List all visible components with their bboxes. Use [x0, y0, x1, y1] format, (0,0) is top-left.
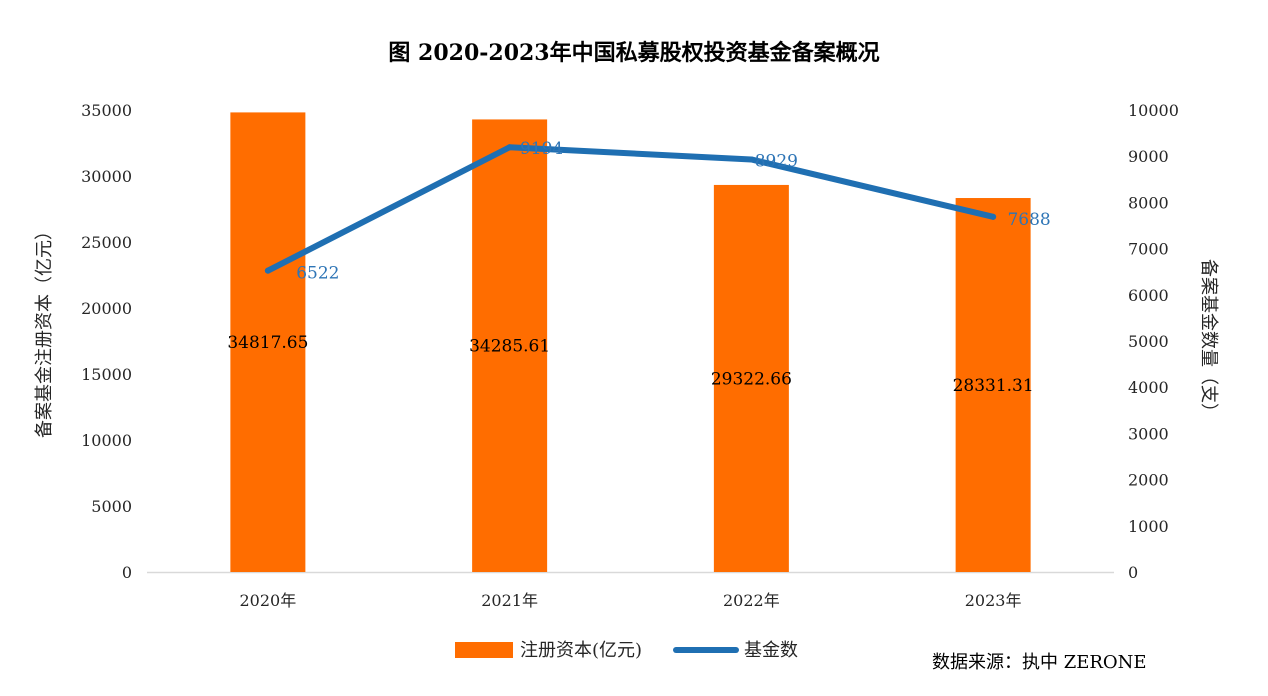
- y-right-tick-label: 2000: [1128, 471, 1169, 490]
- bar: [230, 112, 306, 573]
- bar-data-label: 29322.66: [711, 369, 792, 389]
- line-data-label: 6522: [296, 264, 339, 284]
- y-left-tick-label: 15000: [81, 365, 132, 384]
- legend-swatch-bar: [455, 642, 513, 658]
- y-left-tick-label: 25000: [81, 233, 132, 252]
- line-point: [748, 156, 755, 163]
- y-right-tick-label: 7000: [1128, 240, 1169, 259]
- bar: [472, 119, 548, 573]
- bar-data-label: 34285.61: [469, 337, 550, 357]
- legend-label-bar: 注册资本(亿元): [520, 640, 642, 661]
- x-tick-label: 2023年: [965, 591, 1022, 610]
- x-tick-label: 2021年: [481, 591, 538, 610]
- y-right-tick-label: 0: [1128, 563, 1138, 582]
- x-tick-label: 2022年: [723, 591, 780, 610]
- bar: [955, 198, 1031, 572]
- y-right-tick-label: 1000: [1128, 517, 1169, 536]
- y-right-tick-label: 6000: [1128, 286, 1169, 305]
- x-tick-label: 2020年: [240, 591, 297, 610]
- bar-data-label: 28331.31: [953, 376, 1034, 396]
- y-right-tick-label: 5000: [1128, 332, 1169, 351]
- legend-label-line: 基金数: [744, 640, 798, 661]
- line-point: [990, 213, 997, 220]
- y-left-tick-label: 20000: [81, 299, 132, 318]
- y-left-tick-label: 10000: [81, 431, 132, 450]
- bar-data-label: 34817.65: [227, 333, 308, 353]
- y-left-tick-label: 30000: [81, 167, 132, 186]
- chart-title: 图 2020-2023年中国私募股权投资基金备案概况: [388, 40, 879, 66]
- line-point: [264, 267, 271, 274]
- source-note: 数据来源：执中 ZERONE: [932, 652, 1147, 673]
- y-right-tick-label: 9000: [1128, 147, 1169, 166]
- line-data-label: 8929: [755, 151, 798, 171]
- y-left-tick-label: 5000: [91, 497, 132, 516]
- line-point: [506, 144, 513, 151]
- y-axis-right-title: 备案基金数量（支）: [1198, 259, 1219, 421]
- y-right-tick-label: 10000: [1128, 101, 1179, 120]
- line-series: [264, 144, 997, 274]
- line-data-label: 9194: [520, 139, 563, 159]
- bar: [713, 184, 789, 572]
- y-axis-left-title: 备案基金注册资本（亿元）: [34, 222, 55, 438]
- y-left-tick-label: 35000: [81, 101, 132, 120]
- line-data-label: 7688: [1007, 210, 1050, 230]
- y-left-tick-label: 0: [122, 563, 132, 582]
- y-right-tick-label: 3000: [1128, 424, 1169, 443]
- y-right-tick-label: 8000: [1128, 193, 1169, 212]
- y-right-tick-label: 4000: [1128, 378, 1169, 397]
